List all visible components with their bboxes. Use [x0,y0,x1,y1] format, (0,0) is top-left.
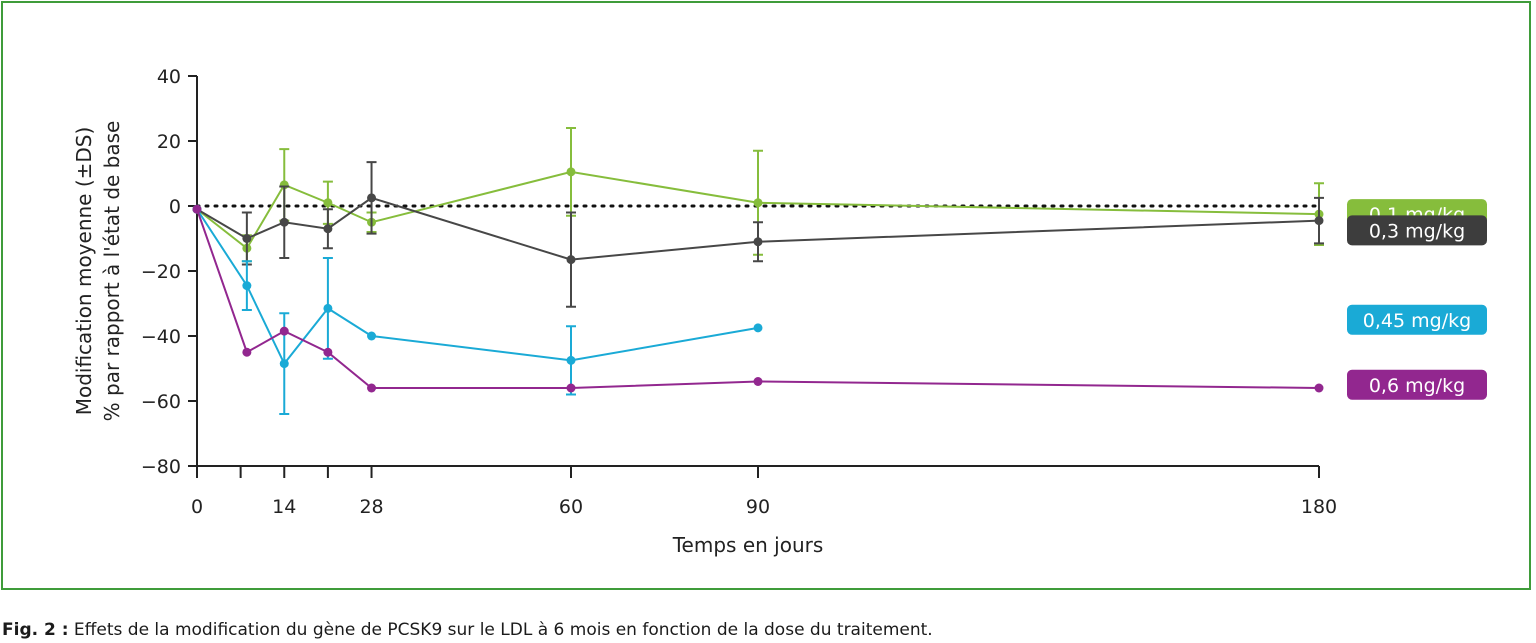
data-point [566,355,576,365]
legend-item-4: 0,6 mg/kg [1347,369,1487,400]
legend-label: 0,45 mg/kg [1363,310,1471,332]
x-tick-label: 60 [559,496,583,518]
figure-frame [1,1,1531,590]
data-point [566,167,576,177]
data-point [323,347,333,357]
data-point [753,323,763,333]
y-axis-title-line-1: Modification moyenne (±DS) [72,127,96,416]
chart-series [192,127,1324,415]
data-point [367,193,377,203]
data-point [753,377,763,386]
caption-prefix: Fig. 2 : [2,620,69,640]
chart-legend: 0,1 mg/kg0,3 mg/kg0,45 mg/kg0,6 mg/kg [1347,199,1487,400]
legend-badge [1347,304,1487,335]
y-tick-label: −80 [141,456,181,478]
legend-badge [1347,215,1487,246]
x-tick-label: 90 [746,496,770,518]
data-point [279,326,289,336]
legend-item-2: 0,3 mg/kg [1347,215,1487,246]
y-tick-label: −40 [141,326,181,348]
series-3 [192,204,763,415]
y-tick-label: −60 [141,391,181,413]
data-point [367,383,377,393]
data-point [566,383,576,393]
data-point [192,204,202,214]
chart-axes: 40 20 0 −20 −40 −60 −80 0 14 28 60 90 180 [141,66,1337,518]
data-point [566,255,576,265]
data-point [279,359,289,369]
caption-text: Effets de la modification du gène de PCS… [68,620,933,640]
series-line [196,196,1320,261]
data-point [279,217,289,227]
data-point [242,347,252,357]
data-point [242,234,252,243]
data-point [323,224,333,234]
data-point [753,198,763,208]
y-tick-label: −20 [141,261,181,283]
data-point [1314,216,1324,226]
figure-caption: Fig. 2 : Effets de la modification du gè… [2,620,933,640]
x-tick-label: 0 [191,496,203,518]
data-point [323,198,333,208]
y-tick-label: 40 [157,66,181,88]
data-point [753,237,763,247]
series-line [196,208,1320,389]
x-tick-label: 28 [359,496,383,518]
data-point [242,281,252,291]
series-4 [192,204,1324,393]
data-point [323,303,333,313]
y-axis-title-line-2: % par rapport à l'état de base [100,121,124,422]
legend-label: 0,3 mg/kg [1369,220,1465,242]
x-tick-label: 180 [1301,496,1337,518]
legend-badge [1347,369,1487,400]
data-point [367,331,377,341]
x-axis-title: Temps en jours [672,533,824,557]
data-point [1314,383,1324,393]
x-tick-label: 14 [272,496,296,518]
y-tick-label: 0 [169,196,181,218]
series-2 [192,161,1324,308]
y-tick-label: 20 [157,131,181,153]
series-line [196,208,759,366]
legend-label: 0,6 mg/kg [1369,375,1465,397]
legend-item-3: 0,45 mg/kg [1347,304,1487,335]
